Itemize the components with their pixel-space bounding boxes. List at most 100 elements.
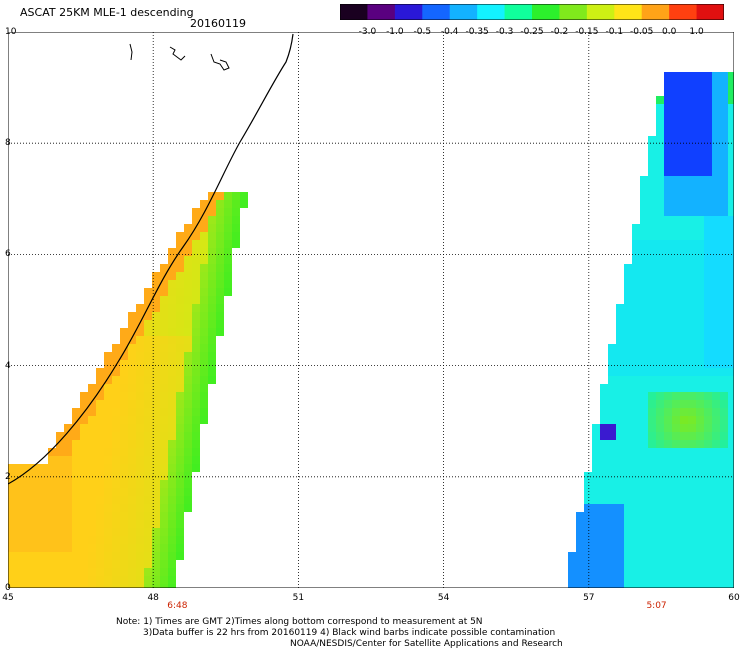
heatmap-cell <box>600 496 608 504</box>
heatmap-cell <box>96 504 104 512</box>
heatmap-cell <box>624 264 632 272</box>
heatmap-cell <box>96 392 104 400</box>
heatmap-cell <box>240 192 248 200</box>
heatmap-cell <box>728 472 734 480</box>
heatmap-cell <box>648 336 656 344</box>
heatmap-cell <box>624 352 632 360</box>
heatmap-cell <box>120 376 128 384</box>
heatmap-cell <box>624 360 632 368</box>
heatmap-cell <box>144 576 152 584</box>
heatmap-cell <box>672 104 680 112</box>
heatmap-cell <box>64 440 72 448</box>
heatmap-cell <box>96 424 104 432</box>
heatmap-cell <box>112 576 120 584</box>
heatmap-cell <box>720 160 728 168</box>
heatmap-cell <box>712 336 720 344</box>
heatmap-cell <box>712 416 720 424</box>
heatmap-cell <box>656 176 664 184</box>
heatmap-cell <box>8 568 16 576</box>
heatmap-cell <box>704 448 712 456</box>
heatmap-cell <box>712 352 720 360</box>
heatmap-cell <box>664 552 672 560</box>
heatmap-cell <box>48 456 56 464</box>
heatmap-cell <box>72 576 80 584</box>
heatmap-cell <box>160 280 168 288</box>
heatmap-cell <box>592 576 600 584</box>
heatmap-cell <box>96 560 104 568</box>
heatmap-cell <box>672 544 680 552</box>
heatmap-cell <box>200 216 208 224</box>
heatmap-cell <box>104 496 112 504</box>
heatmap-cell <box>624 400 632 408</box>
heatmap-cell <box>696 280 704 288</box>
heatmap-cell <box>216 232 224 240</box>
heatmap-cell <box>704 256 712 264</box>
heatmap-cell <box>696 432 704 440</box>
heatmap-cell <box>720 200 728 208</box>
heatmap-cell <box>728 424 734 432</box>
heatmap-cell <box>664 536 672 544</box>
heatmap-cell <box>696 320 704 328</box>
heatmap-cell <box>656 408 664 416</box>
heatmap-cell <box>136 448 144 456</box>
heatmap-cell <box>680 408 688 416</box>
x-tick-label: 48 <box>147 593 159 603</box>
heatmap-cell <box>648 272 656 280</box>
heatmap-cell <box>672 120 680 128</box>
heatmap-cell <box>608 360 616 368</box>
heatmap-cell <box>600 456 608 464</box>
heatmap-cell <box>592 560 600 568</box>
heatmap-cell <box>616 352 624 360</box>
heatmap-cell <box>712 464 720 472</box>
heatmap-cell <box>624 544 632 552</box>
heatmap-cell <box>688 568 696 576</box>
heatmap-cell <box>728 408 734 416</box>
heatmap-cell <box>192 448 200 456</box>
heatmap-cell <box>112 520 120 528</box>
heatmap-cell <box>648 344 656 352</box>
heatmap-cell <box>672 176 680 184</box>
heatmap-cell <box>672 344 680 352</box>
heatmap-cell <box>688 336 696 344</box>
heatmap-cell <box>648 376 656 384</box>
heatmap-cell <box>184 368 192 376</box>
heatmap-cell <box>168 256 176 264</box>
heatmap-cell <box>696 184 704 192</box>
heatmap-cell <box>224 256 232 264</box>
heatmap-cell <box>112 464 120 472</box>
heatmap-cell <box>168 336 176 344</box>
heatmap-cell <box>216 320 224 328</box>
heatmap-cell <box>232 232 240 240</box>
heatmap-cell <box>672 464 680 472</box>
heatmap-cell <box>160 472 168 480</box>
heatmap-cell <box>704 232 712 240</box>
heatmap-cell <box>608 456 616 464</box>
heatmap-cell <box>624 344 632 352</box>
heatmap-cell <box>96 536 104 544</box>
heatmap-cell <box>720 392 728 400</box>
heatmap-cell <box>680 520 688 528</box>
pass-time-label: 5:07 <box>646 601 667 611</box>
heatmap-cell <box>592 512 600 520</box>
heatmap-cell <box>168 448 176 456</box>
heatmap-cell <box>696 552 704 560</box>
heatmap-cell <box>728 376 734 384</box>
heatmap-cell <box>680 544 688 552</box>
heatmap-cell <box>624 552 632 560</box>
heatmap-cell <box>648 192 656 200</box>
heatmap-cell <box>704 456 712 464</box>
heatmap-cell <box>152 584 160 588</box>
heatmap-cell <box>152 464 160 472</box>
heatmap-cell <box>136 576 144 584</box>
heatmap-cell <box>592 456 600 464</box>
heatmap-cell <box>720 272 728 280</box>
heatmap-cell <box>632 320 640 328</box>
heatmap-cell <box>176 320 184 328</box>
heatmap-cell <box>112 432 120 440</box>
heatmap-cell <box>8 472 16 480</box>
heatmap-cell <box>704 320 712 328</box>
heatmap-cell <box>704 224 712 232</box>
heatmap-cell <box>680 368 688 376</box>
heatmap-cell <box>704 384 712 392</box>
heatmap-cell <box>176 264 184 272</box>
